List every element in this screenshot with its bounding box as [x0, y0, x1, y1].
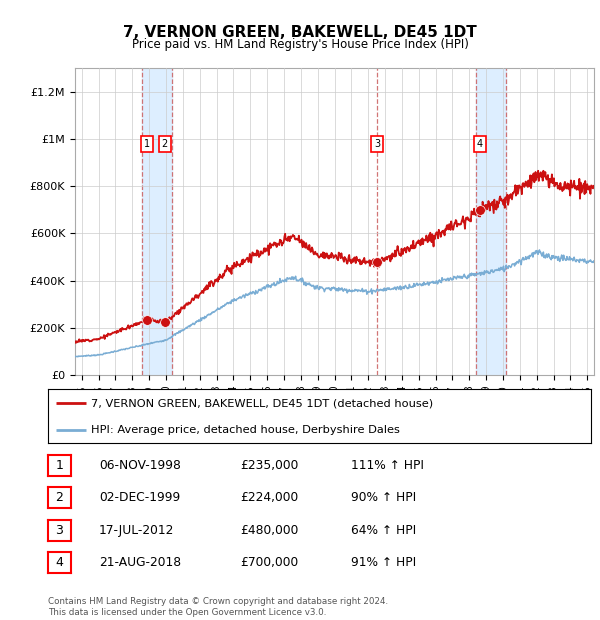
Text: £235,000: £235,000 — [240, 459, 298, 472]
Text: 3: 3 — [55, 524, 64, 536]
Text: 90% ↑ HPI: 90% ↑ HPI — [351, 492, 416, 504]
Text: 1: 1 — [143, 139, 149, 149]
Text: Price paid vs. HM Land Registry's House Price Index (HPI): Price paid vs. HM Land Registry's House … — [131, 38, 469, 51]
Text: 3: 3 — [374, 139, 380, 149]
Text: 7, VERNON GREEN, BAKEWELL, DE45 1DT (detached house): 7, VERNON GREEN, BAKEWELL, DE45 1DT (det… — [91, 399, 434, 409]
Text: 91% ↑ HPI: 91% ↑ HPI — [351, 556, 416, 569]
Text: 2: 2 — [55, 492, 64, 504]
Text: 1: 1 — [55, 459, 64, 472]
Text: 21-AUG-2018: 21-AUG-2018 — [99, 556, 181, 569]
Text: 7, VERNON GREEN, BAKEWELL, DE45 1DT: 7, VERNON GREEN, BAKEWELL, DE45 1DT — [123, 25, 477, 40]
Text: HPI: Average price, detached house, Derbyshire Dales: HPI: Average price, detached house, Derb… — [91, 425, 400, 435]
Text: £480,000: £480,000 — [240, 524, 298, 536]
Text: Contains HM Land Registry data © Crown copyright and database right 2024.
This d: Contains HM Land Registry data © Crown c… — [48, 598, 388, 617]
Text: £700,000: £700,000 — [240, 556, 298, 569]
Text: £224,000: £224,000 — [240, 492, 298, 504]
Text: 17-JUL-2012: 17-JUL-2012 — [99, 524, 175, 536]
Text: 64% ↑ HPI: 64% ↑ HPI — [351, 524, 416, 536]
Text: 111% ↑ HPI: 111% ↑ HPI — [351, 459, 424, 472]
Bar — [142, 68, 172, 375]
Text: 4: 4 — [477, 139, 483, 149]
Text: 4: 4 — [55, 556, 64, 569]
Text: 2: 2 — [161, 139, 168, 149]
Text: 02-DEC-1999: 02-DEC-1999 — [99, 492, 180, 504]
Text: 06-NOV-1998: 06-NOV-1998 — [99, 459, 181, 472]
Bar — [476, 68, 506, 375]
